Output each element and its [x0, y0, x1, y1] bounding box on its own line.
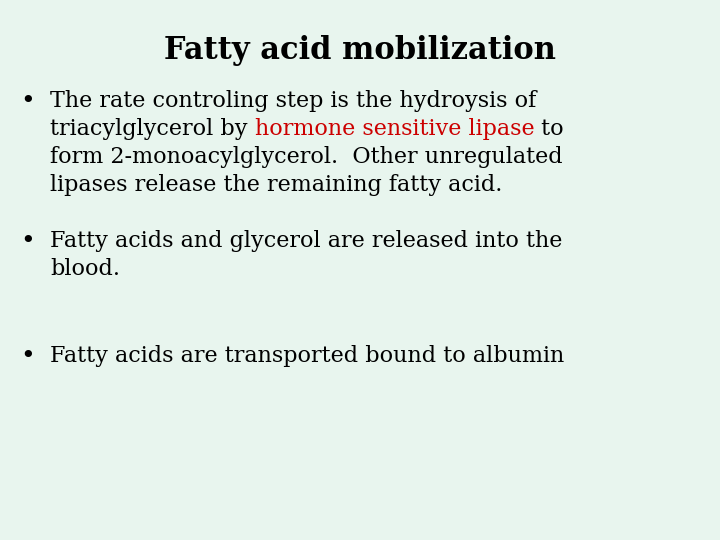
- Text: Fatty acids are transported bound to albumin: Fatty acids are transported bound to alb…: [50, 345, 564, 367]
- Text: blood.: blood.: [50, 258, 120, 280]
- Text: hormone sensitive lipase: hormone sensitive lipase: [255, 118, 534, 140]
- Text: •: •: [21, 90, 35, 113]
- Text: lipases release the remaining fatty acid.: lipases release the remaining fatty acid…: [50, 174, 503, 196]
- Text: The rate controling step is the hydroysis of: The rate controling step is the hydroysi…: [50, 90, 536, 112]
- Text: •: •: [21, 230, 35, 253]
- Text: form 2-monoacylglycerol.  Other unregulated: form 2-monoacylglycerol. Other unregulat…: [50, 146, 562, 168]
- Text: Fatty acids and glycerol are released into the: Fatty acids and glycerol are released in…: [50, 230, 562, 252]
- Text: to: to: [534, 118, 564, 140]
- Text: Fatty acid mobilization: Fatty acid mobilization: [164, 35, 556, 66]
- Text: triacylglycerol by: triacylglycerol by: [50, 118, 255, 140]
- Text: •: •: [21, 345, 35, 368]
